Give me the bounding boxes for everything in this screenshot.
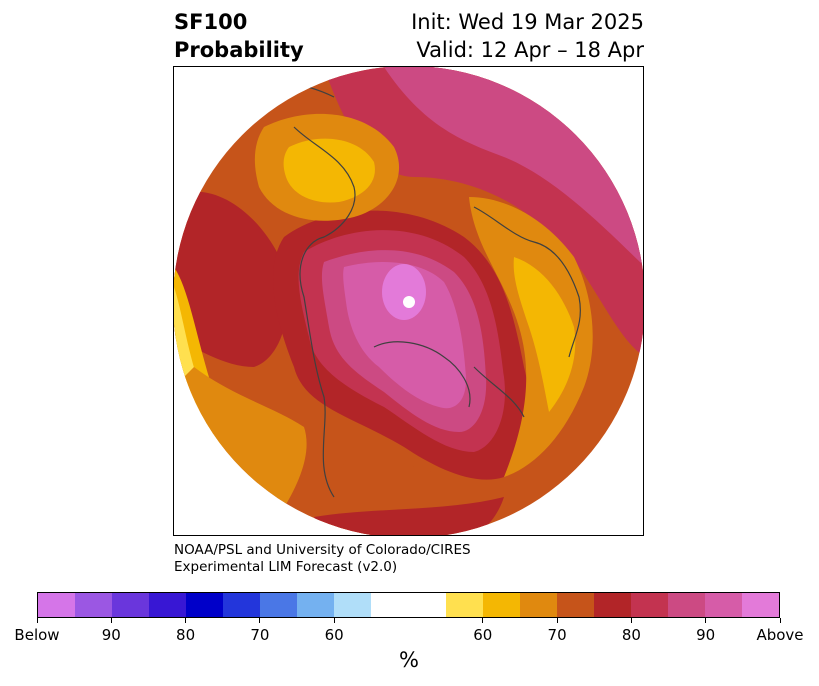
colorbar-tick (259, 618, 261, 623)
colorbar-tick (482, 618, 484, 623)
colorbar-tick (556, 618, 558, 623)
colorbar-segment (519, 593, 557, 617)
colorbar-tick-label: 60 (324, 626, 344, 644)
colorbar-tick (630, 618, 632, 623)
field-gold-east (513, 257, 576, 412)
probability-fields (174, 67, 643, 535)
colorbar-tick (185, 618, 187, 623)
colorbar-segment (445, 593, 483, 617)
colorbar-segment (334, 593, 372, 617)
colorbar-unit: % (399, 648, 419, 672)
colorbar-segment (223, 593, 261, 617)
field-pink-core (343, 262, 467, 409)
variable-name: SF100 (174, 10, 248, 34)
colorbar-tick-label: Below (14, 626, 60, 644)
colorbar-segment (593, 593, 631, 617)
init-date: Init: Wed 19 Mar 2025 (411, 10, 644, 34)
colorbar-tick (110, 618, 112, 623)
colorbar-segment (75, 593, 113, 617)
credit-text: NOAA/PSL and University of Colorado/CIRE… (174, 542, 471, 576)
colorbar-tick-label: 80 (621, 626, 641, 644)
colorbar-tick (36, 618, 38, 623)
colorbar-segment (186, 593, 224, 617)
colorbar-tick-label: 80 (176, 626, 196, 644)
colorbar-segment (38, 593, 76, 617)
valid-range: Valid: 12 Apr – 18 Apr (416, 38, 644, 62)
colorbar-tick-label: 90 (101, 626, 121, 644)
field-red-s (314, 497, 504, 535)
colorbar-segment (556, 593, 594, 617)
colorbar-segment (371, 593, 446, 617)
colorbar-segment (260, 593, 298, 617)
colorbar-segment (297, 593, 335, 617)
colorbar-segment (112, 593, 150, 617)
colorbar-tick-label: 70 (250, 626, 270, 644)
colorbar-tick (333, 618, 335, 623)
map-title-left: SF100 Probability (174, 8, 304, 64)
variable-type: Probability (174, 38, 304, 62)
colorbar-segment (704, 593, 742, 617)
field-magenta-pole (382, 264, 426, 320)
field-red-west (174, 191, 288, 367)
colorbar-tick-label: 90 (696, 626, 716, 644)
probability-map-svg (174, 67, 643, 535)
colorbar-tick-label: 60 (473, 626, 493, 644)
map-title-right: Init: Wed 19 Mar 2025 Valid: 12 Apr – 18… (411, 8, 644, 64)
colorbar-tick (779, 618, 781, 623)
colorbar-tick-label: 70 (547, 626, 567, 644)
field-orange-east (469, 197, 593, 477)
probability-colorbar (37, 592, 780, 618)
colorbar-segment (741, 593, 779, 617)
coastlines (233, 81, 581, 498)
field-gold-nw (283, 138, 375, 203)
colorbar-segment (630, 593, 668, 617)
pole-hole (403, 296, 415, 308)
credit-line-1: NOAA/PSL and University of Colorado/CIRE… (174, 542, 471, 558)
colorbar-tick-label: Above (756, 626, 804, 644)
credit-line-2: Experimental LIM Forecast (v2.0) (174, 559, 398, 575)
colorbar-segment (667, 593, 705, 617)
colorbar-segment (482, 593, 520, 617)
colorbar-segment (149, 593, 187, 617)
colorbar-tick (705, 618, 707, 623)
polar-map (173, 66, 644, 536)
